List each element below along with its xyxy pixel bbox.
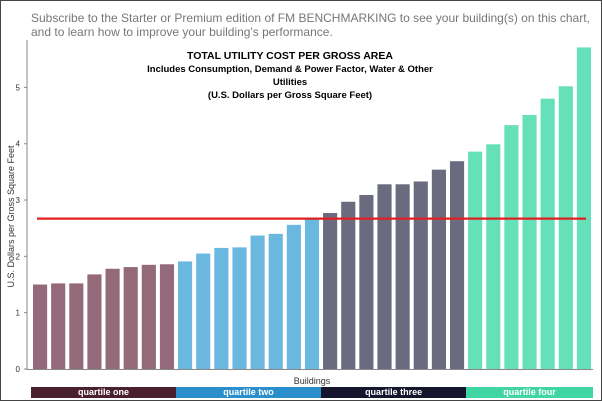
chart-subtitle: Includes Consumption, Demand & Power Fac… xyxy=(147,64,433,88)
bar xyxy=(576,47,592,370)
chart-title-block: TOTAL UTILITY COST PER GROSS AREA Includ… xyxy=(130,50,450,102)
subscribe-line-2: and to learn how to improve your buildin… xyxy=(31,25,333,39)
y-tick-label: 2 xyxy=(16,252,21,261)
subscribe-line-1: Subscribe to the Starter or Premium edit… xyxy=(31,11,590,25)
bar xyxy=(558,86,573,369)
bar xyxy=(504,125,519,369)
bar xyxy=(105,268,120,369)
bar xyxy=(32,284,48,369)
bar xyxy=(214,247,229,369)
y-tick-label: 3 xyxy=(16,196,21,205)
bar xyxy=(268,233,283,369)
x-axis-label: Buildings xyxy=(294,376,331,386)
chart-subtitle-units: (U.S. Dollars per Gross Square Feet) xyxy=(207,90,373,101)
bar xyxy=(359,194,374,369)
bar xyxy=(250,235,265,369)
bar xyxy=(196,253,211,369)
bar xyxy=(304,219,320,369)
bar xyxy=(468,151,483,369)
bar xyxy=(395,184,410,369)
y-tick-label: 1 xyxy=(16,309,21,318)
bar xyxy=(69,283,84,369)
bar xyxy=(123,267,138,369)
bar xyxy=(413,181,428,369)
bar xyxy=(449,161,465,369)
bar xyxy=(431,169,446,369)
quartile-label-4: quartile four xyxy=(466,387,593,398)
y-tick-label: 5 xyxy=(16,83,21,92)
y-tick-label: 4 xyxy=(16,140,21,149)
bar xyxy=(377,184,392,369)
bar xyxy=(232,247,247,369)
bar xyxy=(341,201,356,369)
quartile-label-1: quartile one xyxy=(31,387,177,398)
subscribe-notice: Subscribe to the Starter or Premium edit… xyxy=(31,11,591,39)
bar xyxy=(486,144,501,369)
y-axis-label: U.S. Dollars per Gross Square Feet xyxy=(6,145,16,288)
bar xyxy=(540,98,555,370)
bar xyxy=(87,274,102,369)
bar xyxy=(141,264,156,369)
quartile-label-2: quartile two xyxy=(176,387,322,398)
bar xyxy=(286,224,301,369)
bar xyxy=(159,264,175,369)
quartile-label-3: quartile three xyxy=(321,387,467,398)
bar xyxy=(522,115,537,369)
bar xyxy=(51,283,66,369)
chart-title: TOTAL UTILITY COST PER GROSS AREA xyxy=(187,50,393,62)
bar xyxy=(178,261,193,369)
bar xyxy=(323,213,338,369)
y-tick-label: 0 xyxy=(16,365,21,374)
